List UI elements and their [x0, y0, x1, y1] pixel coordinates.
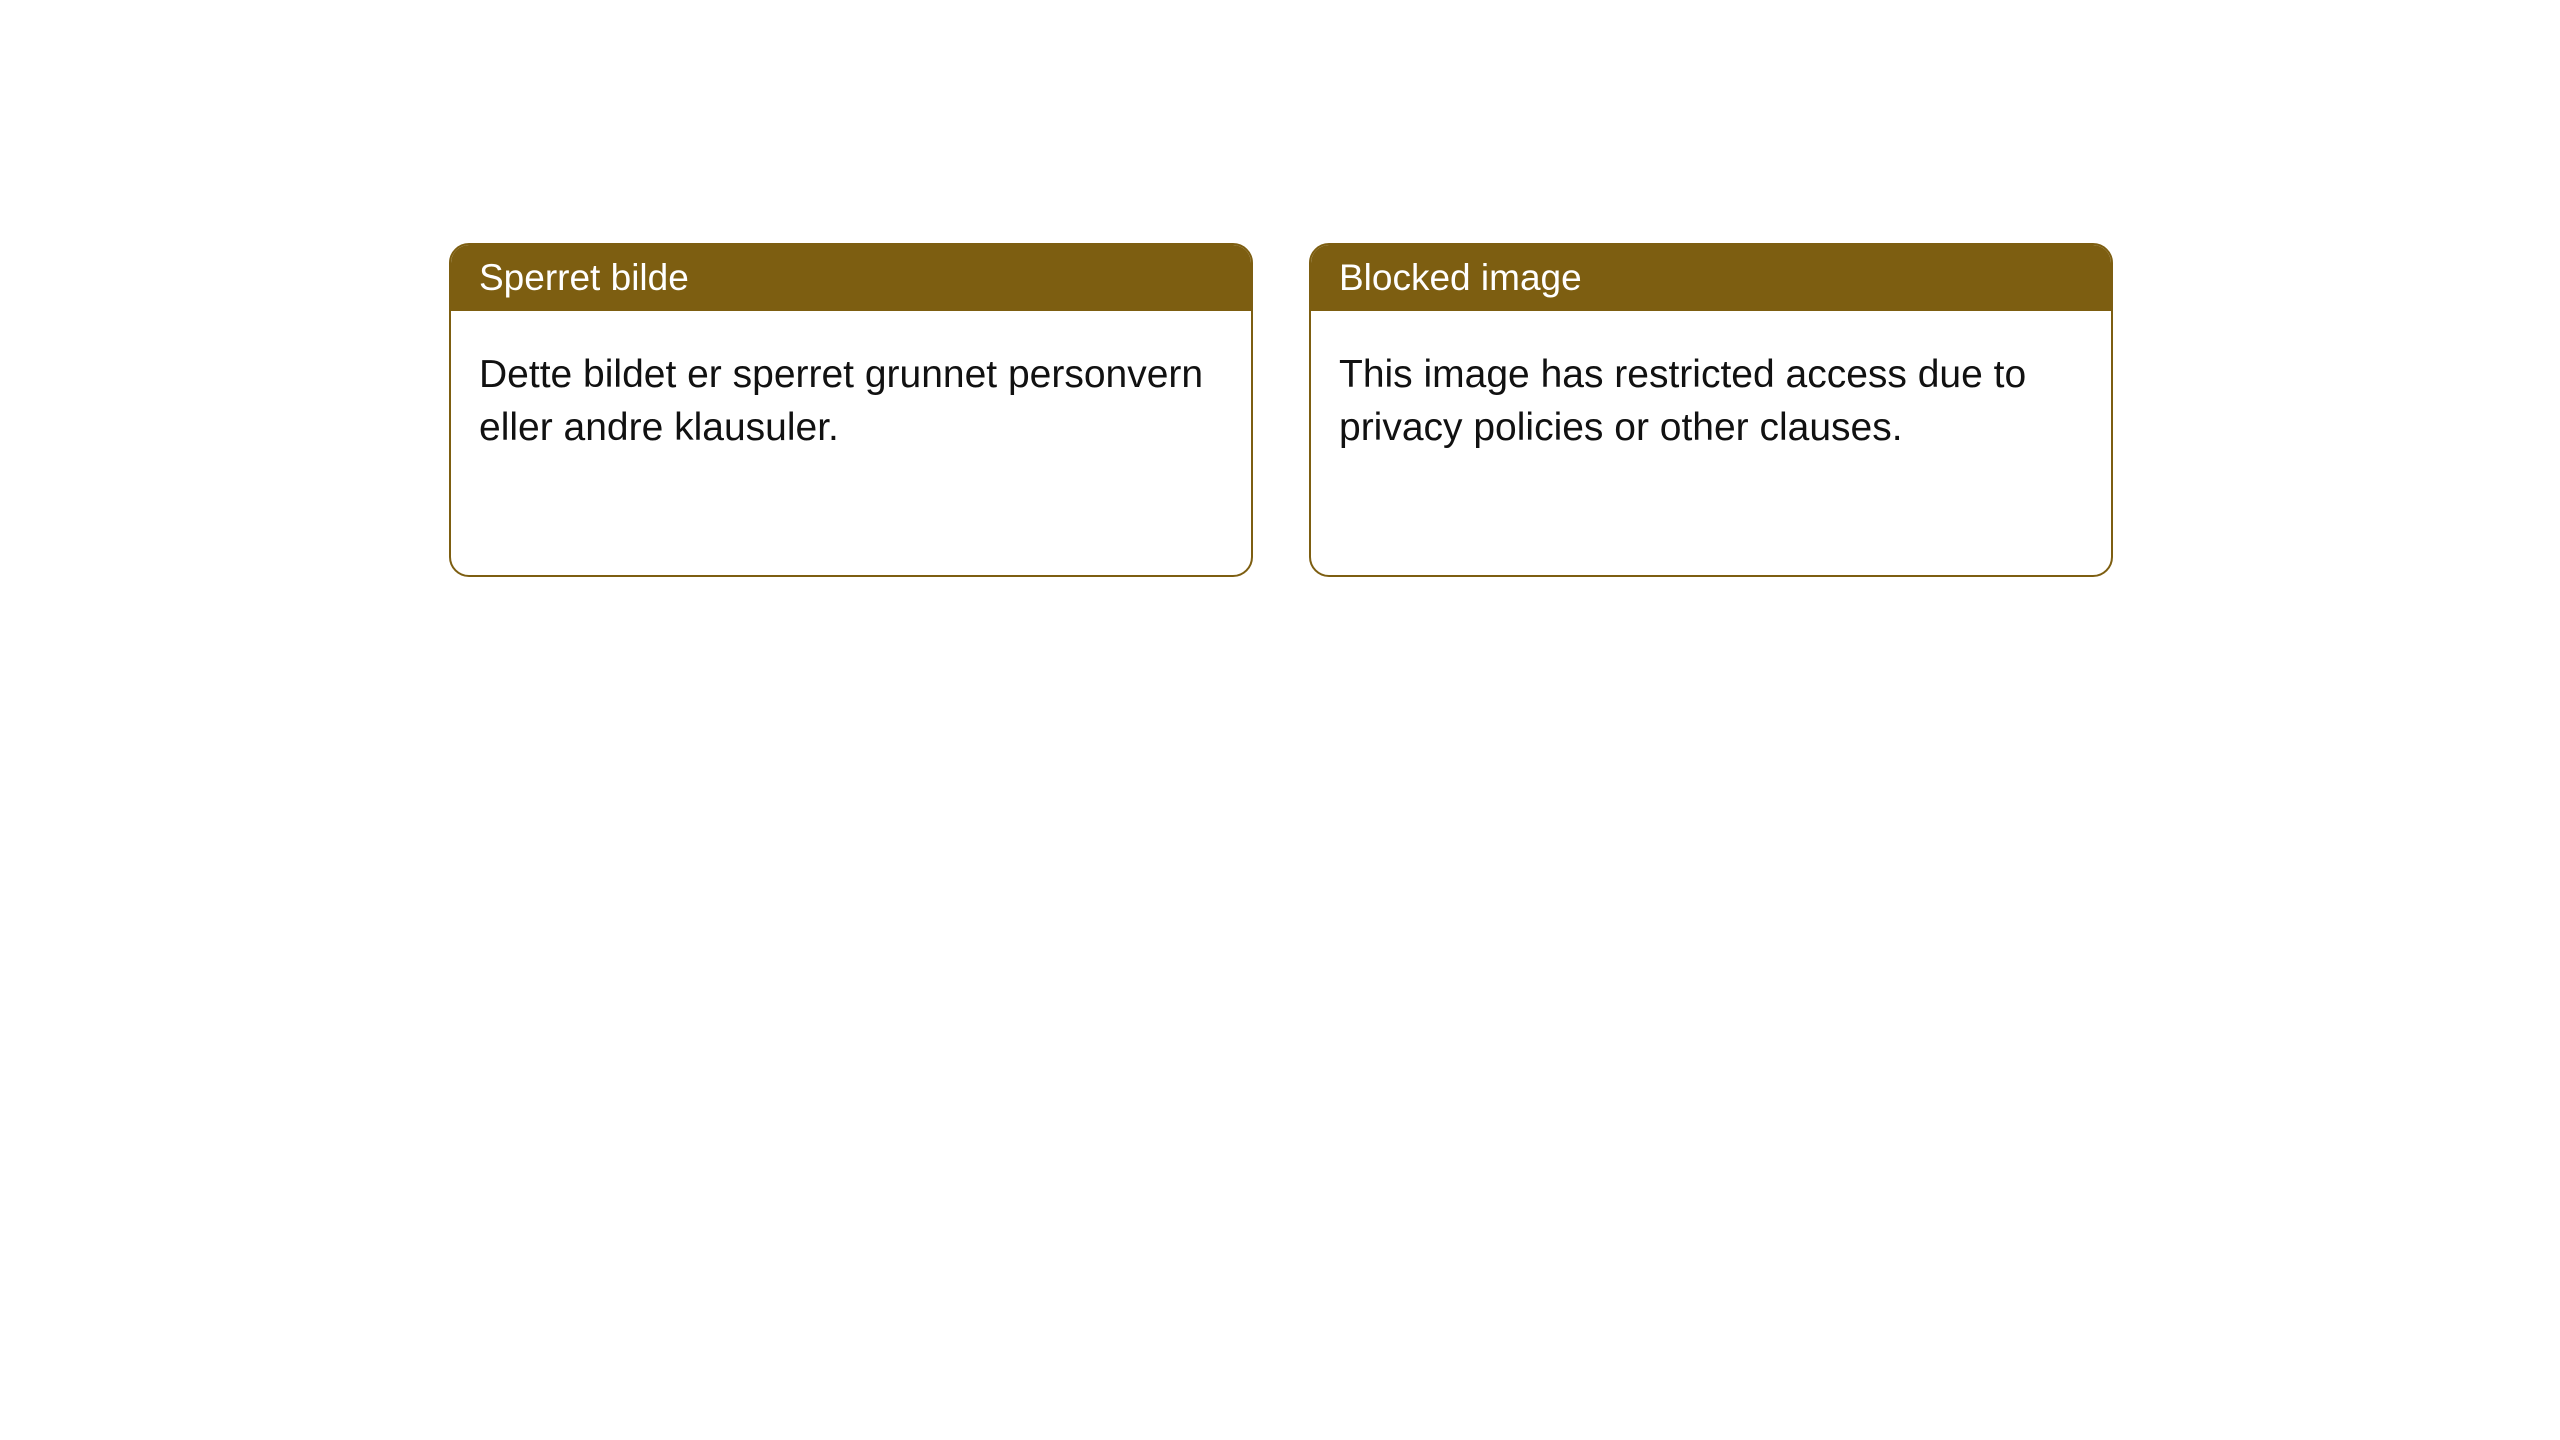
blocked-image-card-english: Blocked image This image has restricted …	[1309, 243, 2113, 577]
notice-cards-container: Sperret bilde Dette bildet er sperret gr…	[449, 243, 2113, 577]
card-body-text: Dette bildet er sperret grunnet personve…	[479, 353, 1203, 449]
card-body-text: This image has restricted access due to …	[1339, 353, 2026, 449]
blocked-image-card-norwegian: Sperret bilde Dette bildet er sperret gr…	[449, 243, 1253, 577]
card-body-norwegian: Dette bildet er sperret grunnet personve…	[451, 311, 1251, 492]
card-header-english: Blocked image	[1311, 245, 2111, 311]
card-header-norwegian: Sperret bilde	[451, 245, 1251, 311]
card-header-title: Sperret bilde	[479, 257, 689, 298]
card-body-english: This image has restricted access due to …	[1311, 311, 2111, 492]
card-header-title: Blocked image	[1339, 257, 1582, 298]
